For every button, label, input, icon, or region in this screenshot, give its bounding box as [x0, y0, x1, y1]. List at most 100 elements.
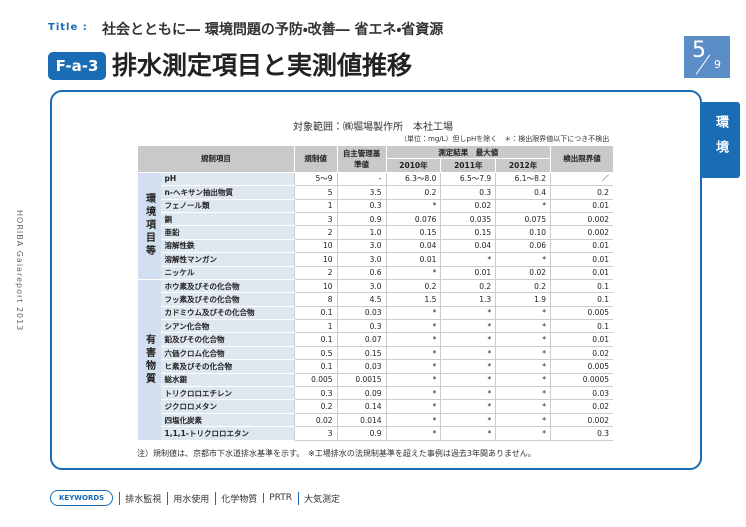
value-cell: 0.2	[385, 279, 441, 294]
value-cell: 0.6	[336, 266, 387, 280]
table-row: 鉛及びその化合物 0.1 0.07 * * * 0.01	[138, 332, 613, 347]
value-cell: *	[385, 413, 441, 428]
value-cell: 0.3	[293, 386, 338, 401]
value-cell: 0.9	[336, 426, 387, 441]
item-name: フッ素及びその化合物	[160, 292, 295, 307]
value-cell: -	[336, 172, 387, 187]
keywords-label: KEYWORDS	[50, 490, 114, 506]
value-cell: 6.3～8.0	[385, 172, 441, 187]
value-cell: 0.1	[293, 306, 338, 321]
value-cell: 2	[293, 225, 338, 240]
item-name: ホウ素及びその化合物	[160, 279, 295, 294]
value-cell: 0.4	[495, 185, 551, 200]
table-row: 四塩化炭素 0.02 0.014 * * * 0.002	[138, 413, 613, 428]
value-cell: 0.14	[336, 399, 387, 414]
value-cell: *	[440, 413, 496, 428]
title-label: Title :	[48, 22, 88, 33]
value-cell: 1.3	[440, 292, 496, 307]
header-cell: 規制項目	[137, 146, 295, 173]
value-cell: 0.01	[550, 239, 613, 254]
value-cell: 0.04	[440, 239, 496, 254]
value-cell: 0.2	[385, 185, 441, 200]
value-cell: 1.0	[336, 225, 387, 240]
item-name: カドミウム及びその化合物	[160, 306, 295, 321]
value-cell: 0.02	[495, 266, 551, 280]
item-name: 総水銀	[160, 373, 295, 388]
value-cell: 0.1	[550, 319, 613, 334]
side-tab[interactable]: 環境	[700, 102, 740, 178]
value-cell: ／	[550, 172, 613, 187]
keywords: KEYWORDS 排水監視 用水使用 化学物質 PRTR 大気測定	[50, 490, 340, 506]
value-cell: 10	[293, 279, 338, 294]
content-box	[50, 90, 702, 470]
value-cell: *	[440, 373, 496, 388]
table-row: n-ヘキサン抽出物質 5 3.5 0.2 0.3 0.4 0.2	[138, 185, 613, 200]
table-row: 溶解性マンガン 10 3.0 0.01 * * 0.01	[138, 252, 613, 267]
value-cell: 0.15	[440, 225, 496, 240]
value-cell: 1.5	[385, 292, 441, 307]
group-label: 有害物質	[137, 279, 161, 441]
value-cell: 0.3	[336, 319, 387, 334]
item-name: 六価クロム化合物	[160, 346, 295, 361]
unit-note: （単位：mg/L）但しpHを除く ＊：検出限界値以下につき不検出	[400, 135, 610, 143]
value-cell: 3.0	[336, 239, 387, 254]
value-cell: 0.9	[336, 212, 387, 227]
table-row: フッ素及びその化合物 8 4.5 1.5 1.3 1.9 0.1	[138, 292, 613, 307]
value-cell: 0.01	[385, 252, 441, 267]
value-cell: 3.0	[336, 252, 387, 267]
table-row: カドミウム及びその化合物 0.1 0.03 * * * 0.005	[138, 306, 613, 321]
table-row: トリクロロエチレン 0.3 0.09 * * * 0.03	[138, 386, 613, 401]
keyword: PRTR	[263, 493, 292, 503]
value-cell: 0.002	[550, 212, 613, 227]
header-cell: 2010年	[385, 158, 441, 173]
table-row: 環境項目等 pH 5～9-6.3～8.0 6.5～7.9 6.1～8.2 ／	[137, 172, 613, 280]
table-row: 亜鉛 2 1.0 0.15 0.15 0.10 0.002	[138, 225, 613, 240]
table-row: 総水銀 0.005 0.0015 * * * 0.0005	[138, 373, 613, 388]
title: 社会とともに― 環境問題の予防・改善― 省エネ・省資源	[102, 22, 444, 38]
value-cell: 0.03	[550, 386, 613, 401]
value-cell: 0.3	[440, 185, 496, 200]
item-name: ニッケル	[160, 266, 295, 280]
value-cell: 0.06	[495, 239, 551, 254]
value-cell: 0.10	[495, 225, 551, 240]
value-cell: *	[385, 266, 441, 280]
value-cell: *	[440, 319, 496, 334]
value-cell: 0.014	[336, 413, 387, 428]
value-cell: 3	[293, 426, 338, 441]
page-current: 5	[692, 38, 706, 63]
value-cell: 3.0	[336, 279, 387, 294]
value-cell: *	[385, 332, 441, 347]
value-cell: 8	[293, 292, 338, 307]
value-cell: *	[495, 413, 551, 428]
value-cell: 0.005	[550, 306, 613, 321]
table-row: 1,1,1-トリクロロエタン 3 0.9 * * * 0.3	[138, 426, 613, 441]
value-cell: 0.15	[336, 346, 387, 361]
value-cell: 0.075	[495, 212, 551, 227]
value-cell: 0.01	[440, 266, 496, 280]
table-row: ヒ素及びその化合物 0.1 0.03 * * * 0.005	[138, 359, 613, 374]
value-cell: 0.005	[550, 359, 613, 374]
value-cell: 6.1～8.2	[495, 172, 551, 187]
value-cell: 0.02	[550, 399, 613, 414]
item-name: 1,1,1-トリクロロエタン	[160, 426, 295, 441]
value-cell: 3	[293, 212, 338, 227]
header-cell: 測定結果 最大値	[385, 146, 551, 160]
value-cell: 0.1	[550, 279, 613, 294]
value-cell: 0.03	[336, 359, 387, 374]
value-cell: *	[440, 386, 496, 401]
value-cell: *	[440, 426, 496, 441]
value-cell: 5～9	[293, 172, 338, 187]
value-cell: *	[495, 346, 551, 361]
value-cell: 0.09	[336, 386, 387, 401]
value-cell: *	[385, 346, 441, 361]
item-name: フェノール類	[160, 199, 295, 213]
value-cell: 0.3	[550, 426, 613, 441]
value-cell: *	[440, 359, 496, 374]
keyword: 大気測定	[298, 491, 340, 505]
value-cell: 0.2	[550, 185, 613, 200]
value-cell: 0.1	[550, 292, 613, 307]
value-cell: *	[385, 386, 441, 401]
value-cell: *	[440, 346, 496, 361]
value-cell: 0.1	[293, 332, 338, 347]
value-cell: 0.1	[293, 359, 338, 374]
